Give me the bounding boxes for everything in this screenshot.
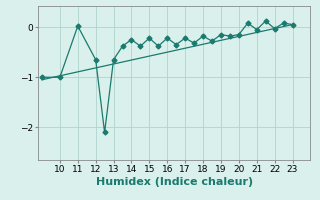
X-axis label: Humidex (Indice chaleur): Humidex (Indice chaleur) [96, 177, 253, 187]
